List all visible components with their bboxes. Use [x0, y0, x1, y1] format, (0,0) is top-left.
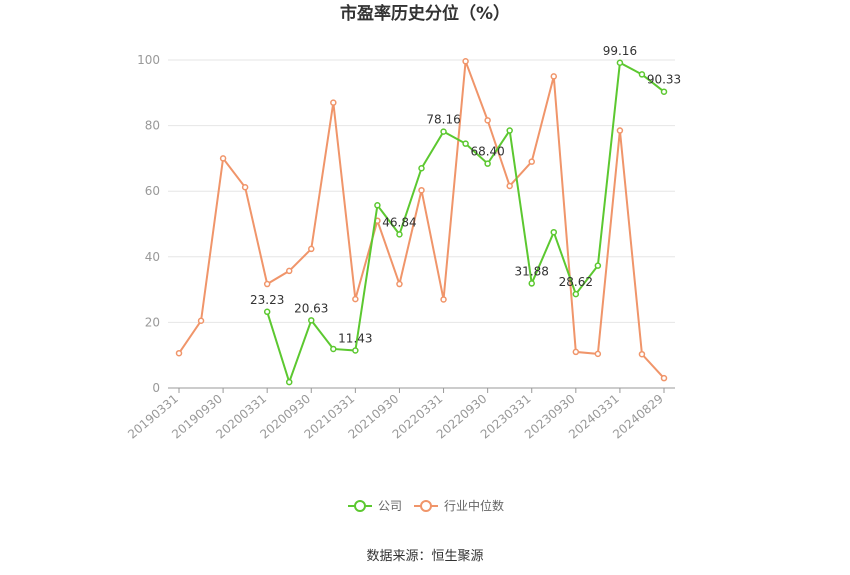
y-tick-label: 20	[145, 315, 160, 329]
y-tick-label: 0	[152, 381, 160, 395]
data-point[interactable]	[330, 99, 337, 106]
data-point[interactable]	[440, 296, 447, 303]
data-point[interactable]	[330, 345, 337, 353]
data-point[interactable]	[374, 202, 381, 209]
data-point[interactable]	[594, 350, 602, 358]
legend-marker	[420, 500, 432, 512]
data-point[interactable]	[308, 317, 315, 324]
data-point[interactable]	[396, 231, 403, 238]
y-tick-label: 100	[137, 53, 160, 67]
data-point[interactable]	[616, 59, 624, 67]
series-layer	[175, 58, 668, 386]
data-point[interactable]	[462, 140, 469, 147]
legend-item-0[interactable]: 公司	[348, 499, 402, 513]
data-label: 11.43	[338, 332, 372, 346]
data-point[interactable]	[418, 164, 425, 172]
source-note: 数据来源：恒生聚源	[366, 549, 483, 564]
data-point[interactable]	[241, 184, 249, 191]
legend-label: 公司	[378, 499, 402, 513]
data-point[interactable]	[352, 347, 359, 354]
data-label: 23.23	[250, 293, 284, 307]
data-point[interactable]	[175, 349, 183, 357]
data-label: 68.40	[470, 145, 504, 159]
data-point[interactable]	[440, 128, 447, 135]
data-label: 28.62	[559, 275, 593, 289]
y-tick-label: 80	[145, 119, 160, 133]
data-point[interactable]	[418, 186, 425, 194]
series-line-1	[178, 60, 665, 379]
legend-label: 行业中位数	[444, 498, 504, 513]
data-point[interactable]	[285, 378, 293, 386]
data-label: 99.16	[603, 44, 637, 58]
data-point[interactable]	[506, 182, 513, 190]
data-point[interactable]	[528, 158, 535, 165]
data-label: 90.33	[647, 73, 681, 87]
data-label: 46.84	[382, 215, 416, 229]
data-labels: 23.23 20.63 11.43 46.84 78.16 68.40 31.88 28.62…	[250, 44, 681, 346]
data-point[interactable]	[506, 127, 513, 134]
y-tick-label: 40	[145, 250, 160, 264]
data-point[interactable]	[638, 71, 646, 78]
data-point[interactable]	[263, 308, 271, 316]
y-axis: 0 20 40 60 80 100	[137, 53, 160, 395]
chart-title: 市盈率历史分位（%）	[340, 3, 510, 24]
data-point[interactable]	[484, 117, 491, 124]
data-point[interactable]	[285, 267, 293, 275]
legend-item-1[interactable]: 行业中位数	[414, 498, 504, 513]
data-point[interactable]	[660, 88, 668, 95]
legend[interactable]: 公司 行业中位数	[348, 498, 504, 513]
data-point[interactable]	[197, 317, 205, 325]
data-point[interactable]	[550, 73, 558, 80]
data-label: 31.88	[515, 264, 549, 278]
data-point[interactable]	[616, 127, 624, 134]
data-point[interactable]	[528, 280, 535, 287]
data-point[interactable]	[308, 245, 315, 253]
y-tick-label: 60	[145, 184, 160, 198]
data-point[interactable]	[263, 280, 271, 288]
series-line-0	[266, 61, 665, 386]
data-point[interactable]	[572, 290, 580, 298]
data-point[interactable]	[572, 348, 580, 356]
data-label: 78.16	[426, 113, 460, 127]
data-point[interactable]	[352, 295, 359, 303]
legend-marker	[354, 500, 366, 512]
data-point[interactable]	[219, 155, 227, 162]
x-axis: 2019033120190930202003312020093020210331…	[125, 387, 675, 442]
data-point[interactable]	[638, 350, 646, 358]
data-point[interactable]	[660, 374, 668, 382]
data-point[interactable]	[594, 262, 602, 269]
data-point[interactable]	[396, 280, 403, 288]
data-point[interactable]	[484, 160, 491, 167]
data-label: 20.63	[294, 301, 328, 315]
data-point[interactable]	[462, 58, 469, 65]
data-point[interactable]	[550, 228, 558, 236]
